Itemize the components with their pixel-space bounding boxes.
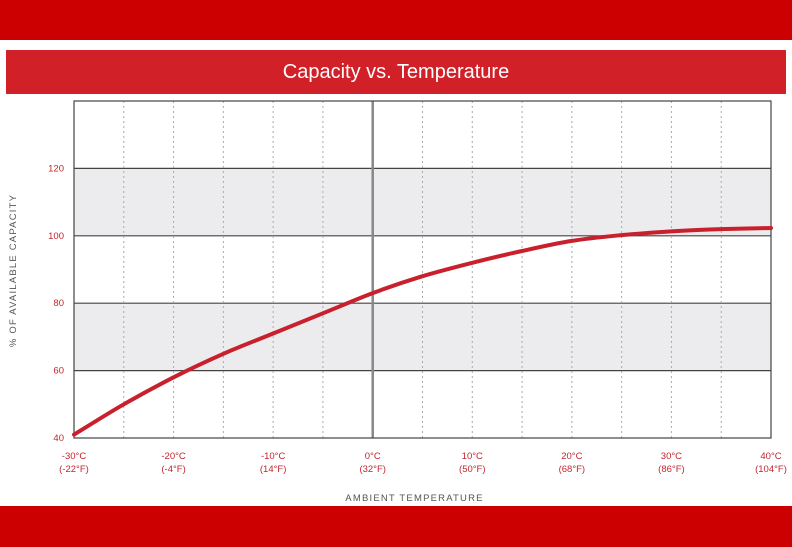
y-tick-label: 120 (48, 163, 64, 174)
x-tick-label-fahrenheit: (50°F) (459, 464, 486, 475)
chart-title-bar: Capacity vs. Temperature (6, 50, 786, 94)
x-tick-label-fahrenheit: (32°F) (359, 464, 386, 475)
x-tick-label-fahrenheit: (-22°F) (59, 464, 89, 475)
x-tick-label-fahrenheit: (104°F) (755, 464, 787, 475)
x-tick-label-fahrenheit: (14°F) (260, 464, 287, 475)
x-tick-labels: -30°C (-22°F) -20°C (-4°F) -10°C (14°F) 0°C (32… (59, 451, 787, 475)
y-tick-label: 80 (53, 298, 64, 309)
x-tick-label-fahrenheit: (68°F) (559, 464, 586, 475)
plot-frame (73, 100, 772, 439)
x-tick-label-celsius: 0°C (365, 451, 381, 462)
y-tick-label: 40 (53, 433, 64, 444)
x-tick-label-celsius: -30°C (62, 451, 87, 462)
top-brand-band (0, 0, 792, 40)
x-tick-label-celsius: 20°C (561, 451, 582, 462)
x-tick-label-fahrenheit: (86°F) (658, 464, 685, 475)
x-tick-label-celsius: -10°C (261, 451, 286, 462)
x-tick-label-celsius: 40°C (760, 451, 781, 462)
x-tick-label-celsius: 10°C (462, 451, 483, 462)
y-tick-label: 100 (48, 231, 64, 242)
x-tick-label-celsius: -20°C (161, 451, 186, 462)
x-tick-label-fahrenheit: (-4°F) (161, 464, 185, 475)
y-tick-label: 60 (53, 366, 64, 377)
y-tick-labels: 40 60 80 100 120 (48, 163, 64, 444)
x-axis-label: AMBIENT TEMPERATURE (345, 493, 483, 504)
chart-title: Capacity vs. Temperature (282, 60, 510, 83)
series-line-capacity (72, 226, 773, 437)
bottom-brand-band (0, 506, 792, 547)
grid-lines (74, 101, 771, 438)
shaded-bands (74, 168, 771, 371)
x-tick-label-celsius: 30°C (661, 451, 682, 462)
y-axis-label: % OF AVAILABLE CAPACITY (8, 194, 19, 347)
